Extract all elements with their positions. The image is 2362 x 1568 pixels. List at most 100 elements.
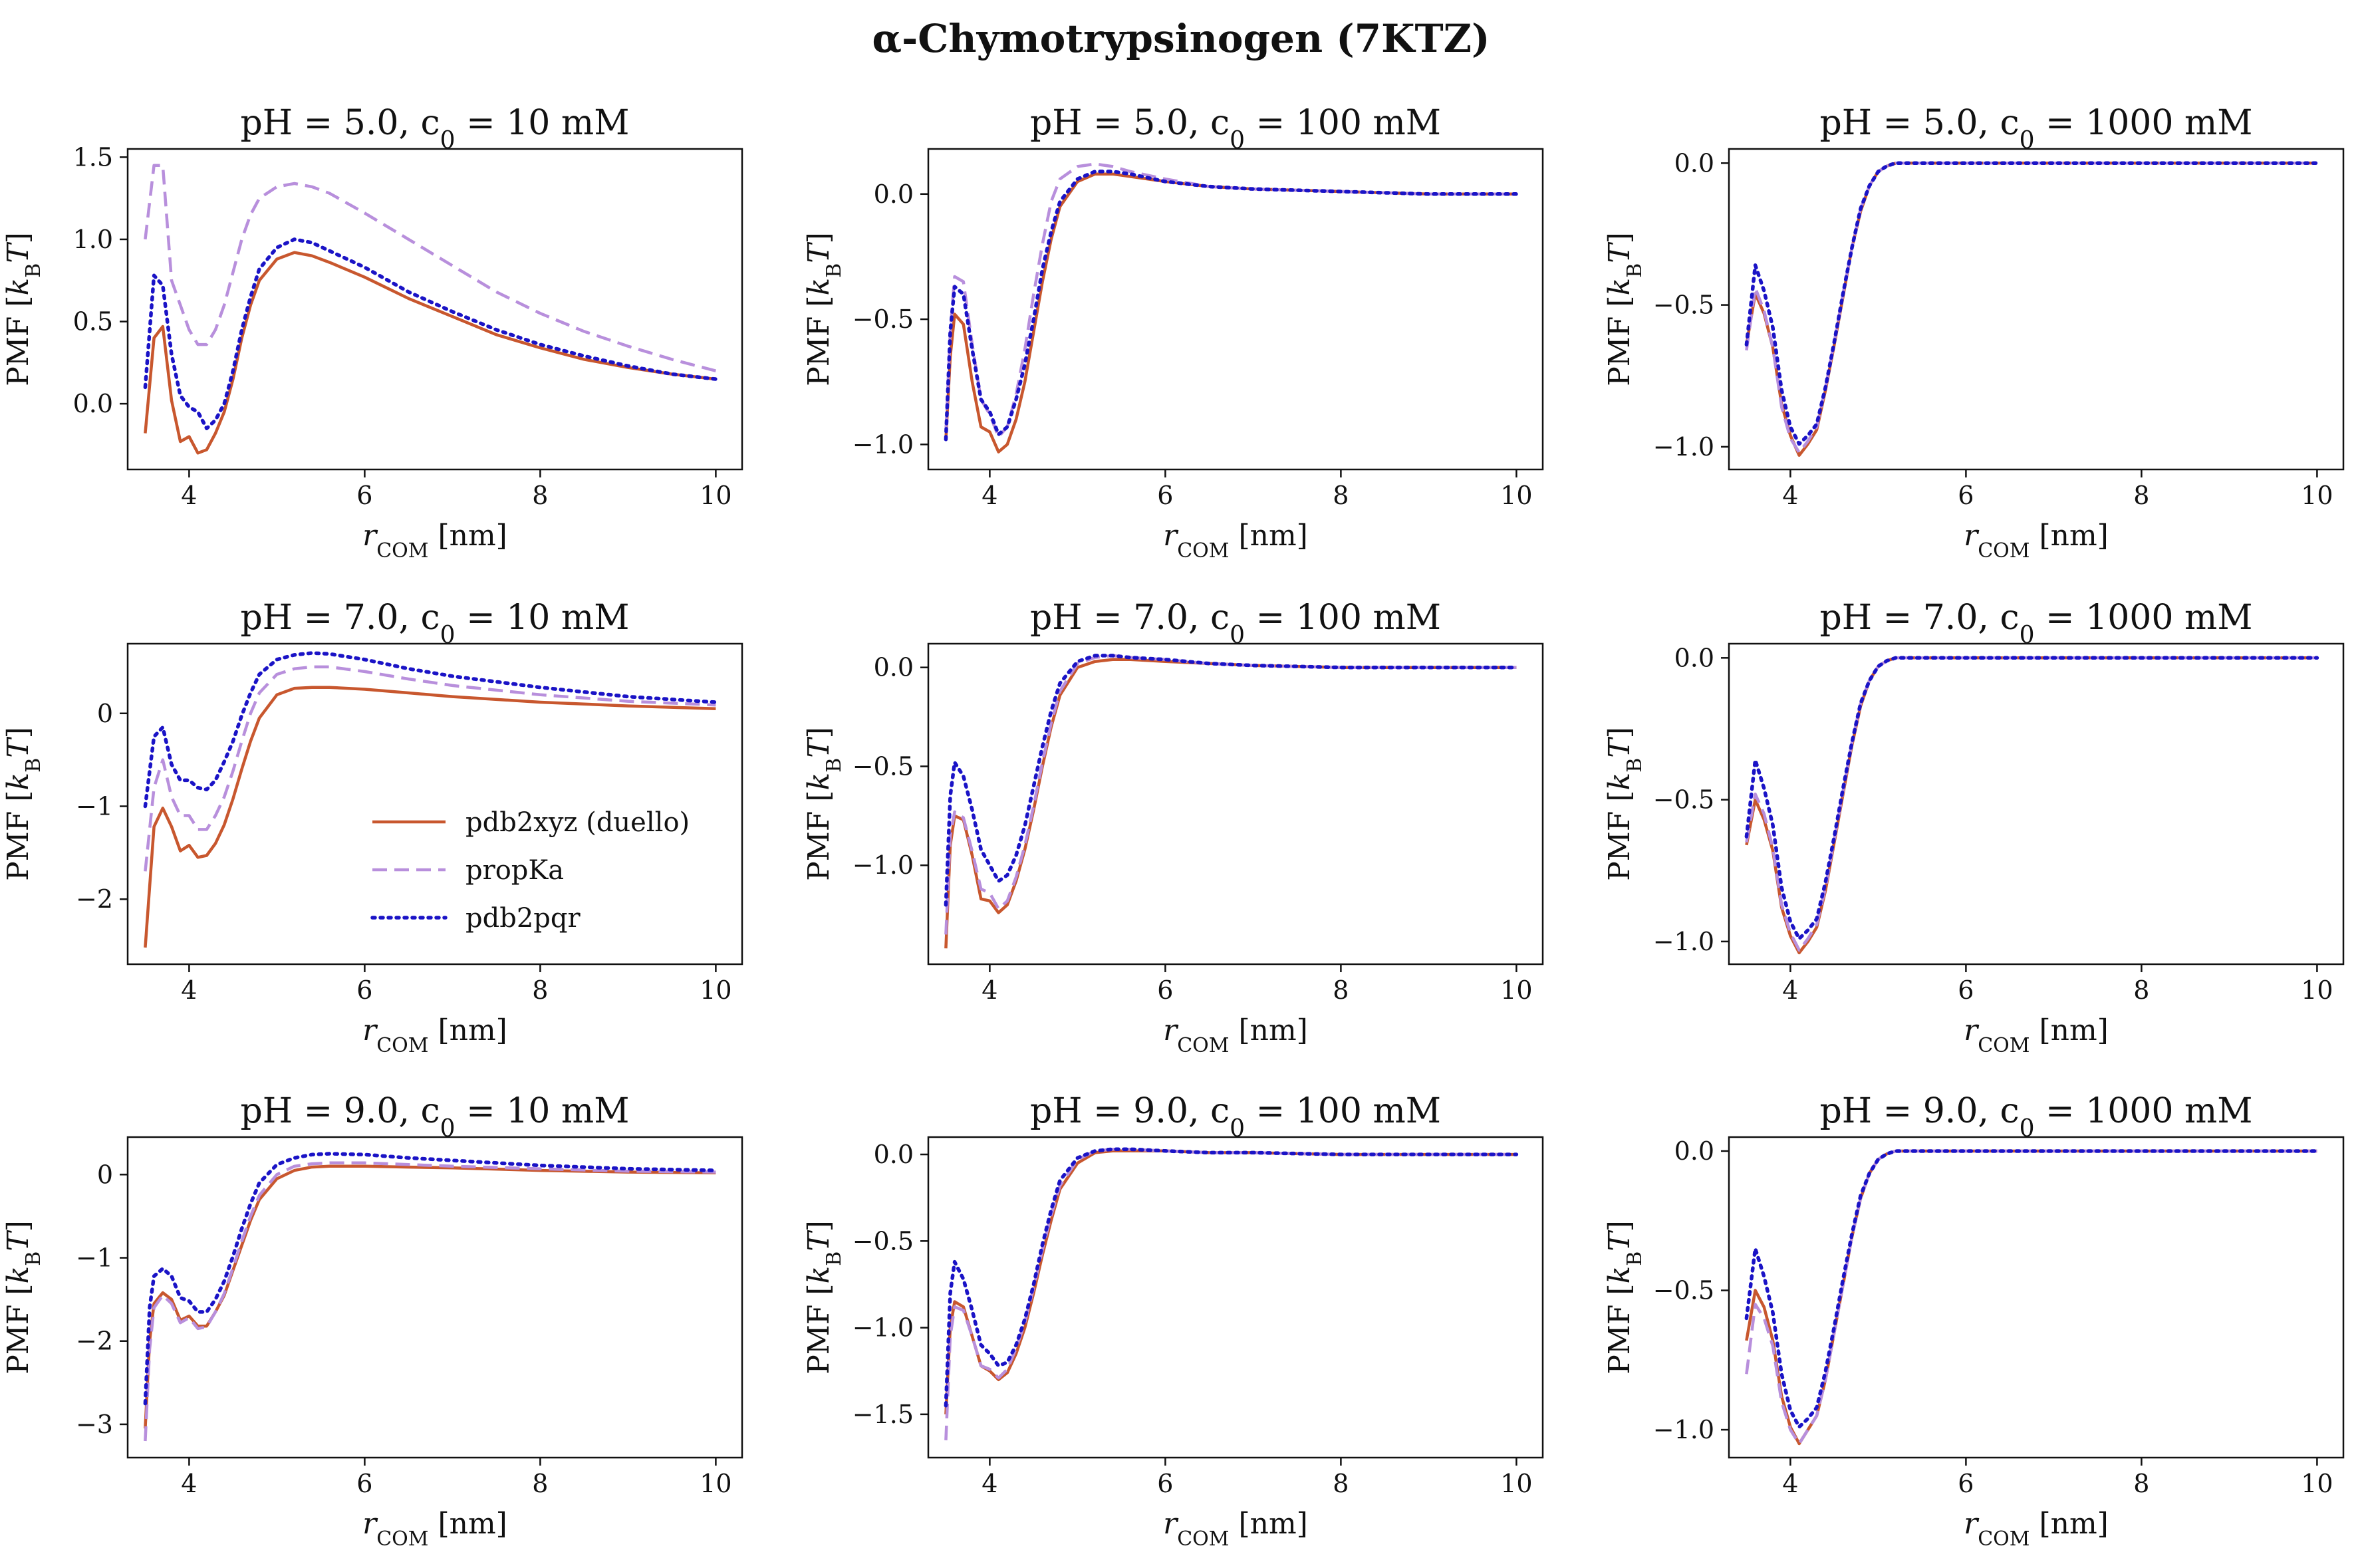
y-tick-label: 0.0: [1674, 1136, 1714, 1166]
plot-frame: [927, 148, 1544, 471]
y-tick-label: −0.5: [853, 1226, 914, 1255]
x-tick-label: 8: [1333, 481, 1349, 510]
plot-frame: [927, 1136, 1544, 1459]
y-axis-label: PMF [kBT]: [802, 232, 846, 386]
y-tick-label: 0.0: [73, 389, 113, 418]
y-tick-label: 0.0: [1674, 643, 1714, 672]
legend: pdb2xyz (duello) propKa pdb2pqr: [370, 807, 690, 934]
x-axis-label: rCOM [nm]: [1163, 1507, 1308, 1551]
x-tick-label: 6: [1958, 976, 1974, 1005]
series-line: [944, 658, 1517, 949]
plot-frame: [927, 642, 1544, 966]
y-tick-label: −3: [76, 1410, 113, 1439]
subplot-title: pH = 9.0, c0 = 100 mM: [1030, 1091, 1441, 1142]
y-tick-label: −2: [76, 1327, 113, 1356]
x-tick-label: 6: [356, 1469, 372, 1498]
x-tick-label: 4: [1782, 1469, 1798, 1498]
plot-frame: [126, 642, 743, 966]
plot-frame: [1728, 642, 2345, 966]
y-tick-label: −1.5: [853, 1400, 914, 1429]
y-tick-label: −1.0: [1653, 927, 1714, 956]
legend-label: pdb2xyz (duello): [465, 807, 690, 838]
series-line: [1745, 162, 2317, 454]
series-line: [944, 654, 1519, 907]
x-tick-label: 8: [532, 1469, 548, 1498]
x-axis-label: rCOM [nm]: [1163, 519, 1308, 563]
x-axis-label: rCOM [nm]: [1964, 519, 2109, 563]
subplot-title: pH = 7.0, c0 = 100 mM: [1030, 598, 1441, 649]
y-tick-label: −1: [76, 791, 113, 821]
figure-title: α-Chymotrypsinogen (7KTZ): [872, 16, 1490, 61]
y-tick-label: 0: [97, 1160, 113, 1189]
y-tick-label: 0.0: [874, 1140, 914, 1169]
y-axis-label: PMF [kBT]: [1, 232, 45, 386]
x-axis-label: rCOM [nm]: [362, 1507, 507, 1551]
y-tick-label: 0.0: [1674, 148, 1714, 178]
x-axis-label: rCOM [nm]: [1964, 1507, 2109, 1551]
x-tick-label: 10: [2301, 1469, 2333, 1498]
legend-label: pdb2pqr: [465, 903, 581, 934]
series-line: [944, 162, 1517, 439]
x-tick-label: 4: [982, 976, 997, 1005]
x-tick-label: 4: [982, 481, 997, 510]
subplot-title: pH = 7.0, c0 = 10 mM: [241, 598, 630, 649]
series-line: [1745, 656, 2317, 955]
plot-frame: [1728, 1136, 2345, 1459]
y-tick-label: −1.0: [853, 430, 914, 459]
series-line: [1744, 161, 2319, 446]
y-tick-label: 0: [97, 699, 113, 728]
subplot-grid: pH = 5.0, c0 = 10 mM 4 6 8 10 0.0 0.5 1.0 1.5 rCO…: [1, 103, 2345, 1551]
y-axis-label: PMF [kBT]: [802, 727, 846, 881]
subplot: pH = 5.0, c0 = 100 mM 4 6 8 10 −1.0 −0.5 0.0 rCO…: [802, 103, 1544, 563]
plot-frame: [126, 148, 743, 471]
x-tick-label: 4: [982, 1469, 997, 1498]
y-tick-label: −0.5: [1653, 291, 1714, 320]
x-tick-label: 8: [532, 976, 548, 1005]
subplot-title: pH = 5.0, c0 = 100 mM: [1030, 103, 1441, 154]
x-tick-label: 6: [356, 481, 372, 510]
y-tick-label: 0.5: [73, 307, 113, 336]
subplot: pH = 9.0, c0 = 10 mM 4 6 8 10 −3 −2 −1 0 rCOM [nm…: [1, 1091, 743, 1551]
x-tick-label: 6: [1157, 976, 1173, 1005]
x-axis-label: rCOM [nm]: [1163, 1013, 1308, 1057]
series-line: [143, 1152, 718, 1406]
series-line: [144, 686, 716, 948]
y-tick-label: −1.0: [853, 1313, 914, 1343]
plot-frame: [126, 1136, 743, 1459]
subplot-title: pH = 7.0, c0 = 1000 mM: [1819, 598, 2252, 649]
y-tick-label: −1.0: [1653, 432, 1714, 461]
x-axis-label: rCOM [nm]: [362, 519, 507, 563]
x-tick-label: 8: [1333, 976, 1349, 1005]
series-line: [144, 1161, 716, 1442]
y-tick-label: −0.5: [853, 751, 914, 781]
x-tick-label: 8: [2133, 481, 2149, 510]
subplot: pH = 7.0, c0 = 100 mM 4 6 8 10 −1.0 −0.5 0.0 rCO…: [802, 598, 1544, 1057]
y-tick-label: −0.5: [853, 305, 914, 334]
series-line: [143, 237, 718, 430]
series-line: [1744, 1149, 2319, 1429]
subplot: pH = 5.0, c0 = 1000 mM 4 6 8 10 −1.0 −0.5 0.0 rC…: [1603, 103, 2345, 563]
subplot: pH = 9.0, c0 = 1000 mM 4 6 8 10 −1.0 −0.5 0.0 rC…: [1603, 1091, 2345, 1551]
series-line: [144, 1164, 716, 1429]
x-tick-label: 10: [1500, 481, 1532, 510]
x-tick-label: 6: [356, 976, 372, 1005]
x-tick-label: 4: [181, 481, 197, 510]
subplot-title: pH = 5.0, c0 = 1000 mM: [1819, 103, 2252, 154]
x-tick-label: 6: [1958, 1469, 1974, 1498]
y-axis-label: PMF [kBT]: [1, 1220, 45, 1374]
subplot: pH = 5.0, c0 = 10 mM 4 6 8 10 0.0 0.5 1.0 1.5 rCO…: [1, 103, 743, 563]
x-tick-label: 8: [2133, 1469, 2149, 1498]
x-tick-label: 10: [1500, 976, 1532, 1005]
y-tick-label: 1.5: [73, 142, 113, 172]
x-tick-label: 8: [1333, 1469, 1349, 1498]
x-tick-label: 8: [532, 481, 548, 510]
y-axis-label: PMF [kBT]: [1, 727, 45, 881]
y-tick-label: −1: [76, 1243, 113, 1273]
series-line: [1744, 656, 2319, 941]
y-tick-label: −1.0: [1653, 1415, 1714, 1444]
series-line: [944, 172, 1517, 454]
subplot-title: pH = 5.0, c0 = 10 mM: [241, 103, 630, 154]
x-tick-label: 10: [1500, 1469, 1532, 1498]
y-tick-label: 0.0: [874, 180, 914, 209]
series-line: [944, 1149, 1517, 1415]
